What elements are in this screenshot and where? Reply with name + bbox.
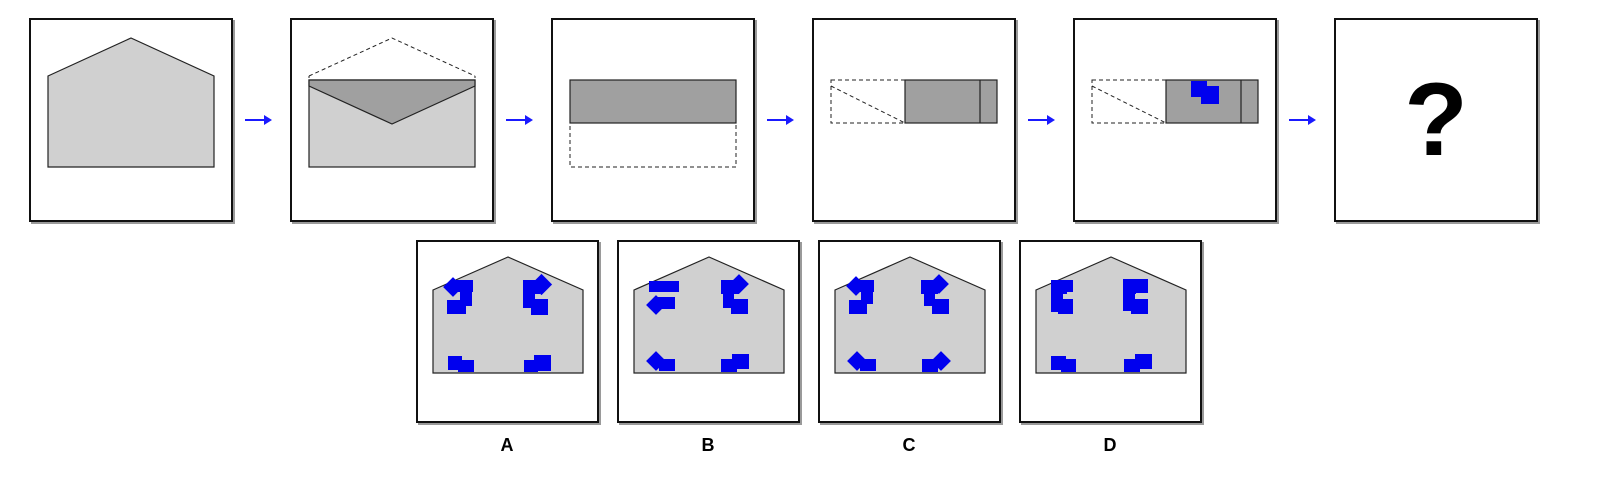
option-a-figure — [432, 256, 584, 374]
step-1-panel — [29, 18, 233, 222]
option-b-figure — [633, 256, 785, 374]
option-d-figure — [1035, 256, 1187, 374]
option-b-panel[interactable] — [617, 240, 800, 423]
step-2-panel — [290, 18, 494, 222]
arrow-icon — [1028, 115, 1055, 125]
arrow-icon — [767, 115, 794, 125]
option-d-label: D — [1103, 435, 1117, 455]
option-c-figure — [834, 256, 986, 374]
option-b-label: B — [701, 435, 715, 455]
question-panel: ? — [1334, 18, 1538, 222]
arrow-icon — [245, 115, 272, 125]
step-5-panel — [1073, 18, 1277, 222]
arrow-icon — [506, 115, 533, 125]
fold-side-shape — [830, 79, 998, 124]
option-c-label: C — [902, 435, 916, 455]
option-d-panel[interactable] — [1019, 240, 1202, 423]
option-a-label: A — [500, 435, 514, 455]
step-3-panel — [551, 18, 755, 222]
option-c-panel[interactable] — [818, 240, 1001, 423]
fold-up-strip-shape — [569, 79, 737, 168]
arrow-icon — [1289, 115, 1316, 125]
house-paper-shape — [47, 37, 215, 168]
fold-roof-down-shape — [308, 37, 476, 168]
question-mark: ? — [1404, 61, 1468, 178]
punched-strip-shape — [1091, 79, 1259, 124]
step-4-panel — [812, 18, 1016, 222]
option-a-panel[interactable] — [416, 240, 599, 423]
